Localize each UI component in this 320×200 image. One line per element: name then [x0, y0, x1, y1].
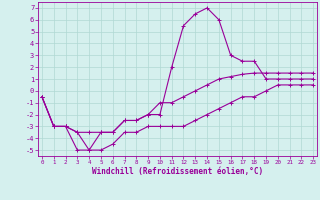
X-axis label: Windchill (Refroidissement éolien,°C): Windchill (Refroidissement éolien,°C)	[92, 167, 263, 176]
